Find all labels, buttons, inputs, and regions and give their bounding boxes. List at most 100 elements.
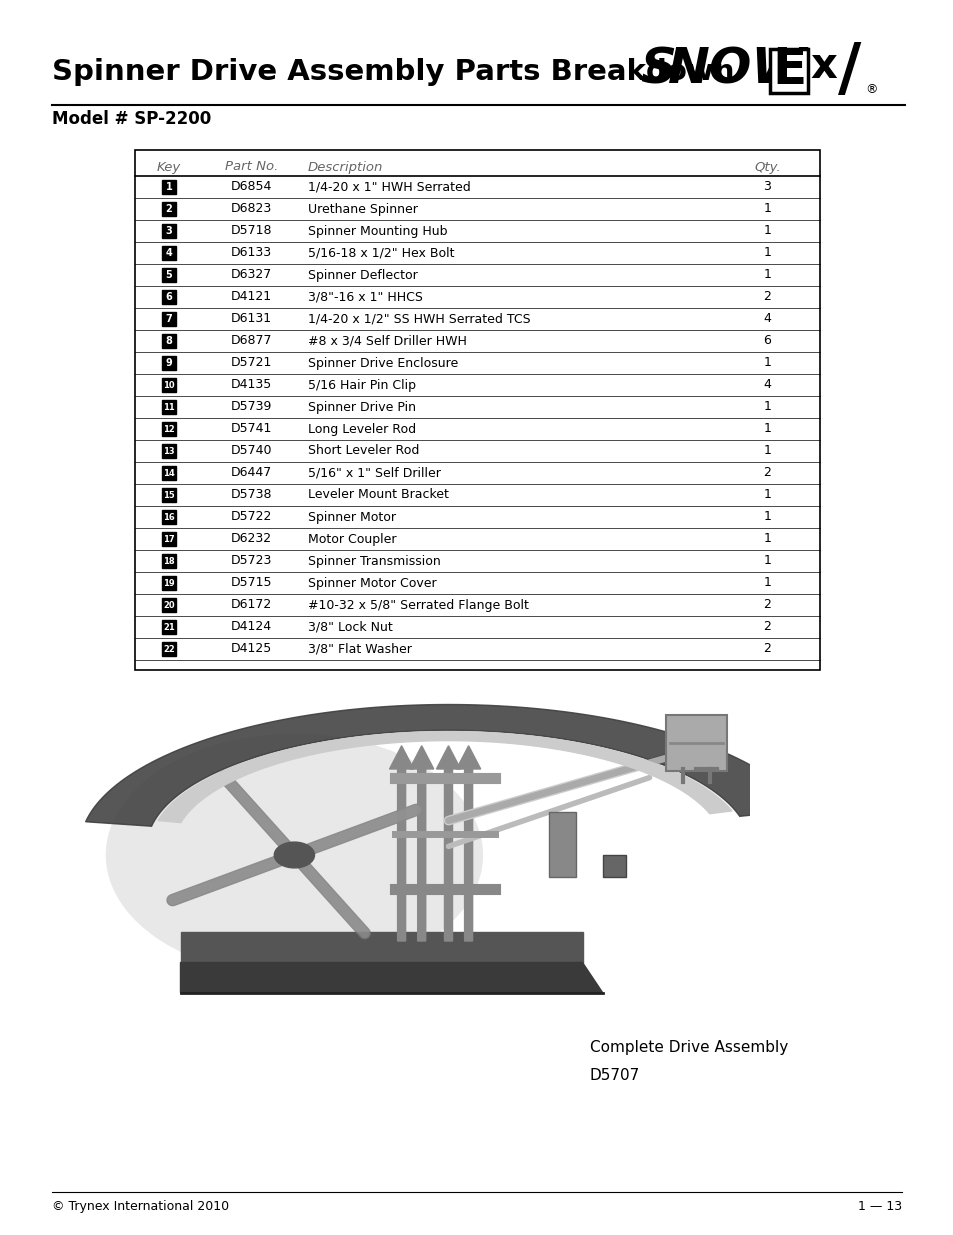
Text: D6172: D6172 xyxy=(231,599,272,611)
Text: 10: 10 xyxy=(163,380,174,389)
Text: Spinner Drive Pin: Spinner Drive Pin xyxy=(308,400,416,414)
Text: Description: Description xyxy=(308,161,383,173)
Bar xyxy=(548,811,576,877)
Text: Spinner Deflector: Spinner Deflector xyxy=(308,268,417,282)
Polygon shape xyxy=(158,731,731,823)
Text: Spinner Mounting Hub: Spinner Mounting Hub xyxy=(308,225,447,237)
Text: Spinner Motor: Spinner Motor xyxy=(308,510,395,524)
Text: 15: 15 xyxy=(163,490,174,499)
Text: Spinner Motor Cover: Spinner Motor Cover xyxy=(308,577,436,589)
Bar xyxy=(162,642,176,656)
Text: Spinner Drive Assembly Parts Breakdown: Spinner Drive Assembly Parts Breakdown xyxy=(52,58,734,86)
Text: 1: 1 xyxy=(762,268,771,282)
Bar xyxy=(162,443,176,458)
Text: D6327: D6327 xyxy=(231,268,272,282)
Text: 6: 6 xyxy=(166,291,172,303)
Text: 6: 6 xyxy=(762,335,771,347)
Text: 2: 2 xyxy=(762,620,771,634)
Bar xyxy=(162,268,176,282)
Text: Complete Drive Assembly: Complete Drive Assembly xyxy=(589,1040,787,1055)
Text: 12: 12 xyxy=(163,425,174,433)
Text: 16: 16 xyxy=(163,513,174,521)
Text: Qty.: Qty. xyxy=(753,161,781,173)
Text: 1: 1 xyxy=(762,357,771,369)
Text: 2: 2 xyxy=(762,599,771,611)
Text: 1: 1 xyxy=(762,555,771,568)
Bar xyxy=(769,49,807,93)
Text: D4121: D4121 xyxy=(231,290,272,304)
Bar xyxy=(135,149,820,671)
Text: Part No.: Part No. xyxy=(225,161,278,173)
Bar xyxy=(602,855,625,877)
FancyArrow shape xyxy=(389,746,414,941)
Text: Motor Coupler: Motor Coupler xyxy=(308,532,396,546)
Text: D5739: D5739 xyxy=(231,400,272,414)
Text: x: x xyxy=(809,44,836,86)
Bar xyxy=(162,224,176,238)
Bar xyxy=(162,378,176,393)
Text: #10-32 x 5/8" Serrated Flange Bolt: #10-32 x 5/8" Serrated Flange Bolt xyxy=(308,599,528,611)
Text: D6232: D6232 xyxy=(231,532,272,546)
Bar xyxy=(162,246,176,261)
Text: 2: 2 xyxy=(762,642,771,656)
Bar xyxy=(162,290,176,304)
Text: E: E xyxy=(771,46,805,94)
Text: D6877: D6877 xyxy=(231,335,272,347)
FancyArrow shape xyxy=(456,746,480,941)
Text: Short Leveler Rod: Short Leveler Rod xyxy=(308,445,419,457)
Text: 20: 20 xyxy=(163,600,174,610)
FancyBboxPatch shape xyxy=(665,715,726,771)
Text: 1: 1 xyxy=(762,247,771,259)
Text: 9: 9 xyxy=(166,358,172,368)
Bar xyxy=(162,620,176,634)
Text: 13: 13 xyxy=(163,447,174,456)
Bar xyxy=(162,598,176,613)
Text: 2: 2 xyxy=(762,467,771,479)
Text: 3: 3 xyxy=(166,226,172,236)
Text: D5718: D5718 xyxy=(231,225,272,237)
Text: 1: 1 xyxy=(762,510,771,524)
Text: Model # SP-2200: Model # SP-2200 xyxy=(52,110,211,128)
Text: D4124: D4124 xyxy=(231,620,272,634)
Text: 1: 1 xyxy=(762,577,771,589)
Text: 4: 4 xyxy=(762,378,771,391)
Text: 1: 1 xyxy=(762,400,771,414)
Bar xyxy=(162,576,176,590)
Circle shape xyxy=(107,735,481,976)
Bar xyxy=(162,510,176,524)
Text: Leveler Mount Bracket: Leveler Mount Bracket xyxy=(308,489,449,501)
FancyArrow shape xyxy=(436,746,460,941)
Bar xyxy=(162,422,176,436)
Text: 8: 8 xyxy=(166,336,172,346)
Text: 3/8"-16 x 1" HHCS: 3/8"-16 x 1" HHCS xyxy=(308,290,422,304)
Text: Urethane Spinner: Urethane Spinner xyxy=(308,203,417,215)
Text: D5738: D5738 xyxy=(231,489,272,501)
Text: 4: 4 xyxy=(166,248,172,258)
Text: NOW: NOW xyxy=(667,44,806,93)
Bar xyxy=(162,400,176,414)
Polygon shape xyxy=(86,704,803,826)
Polygon shape xyxy=(180,932,582,962)
Text: #8 x 3/4 Self Driller HWH: #8 x 3/4 Self Driller HWH xyxy=(308,335,466,347)
Text: 1: 1 xyxy=(762,422,771,436)
Bar xyxy=(162,312,176,326)
Text: D5723: D5723 xyxy=(231,555,272,568)
Text: 17: 17 xyxy=(163,535,174,543)
Bar xyxy=(162,356,176,370)
Text: D5707: D5707 xyxy=(589,1068,639,1083)
Text: ®: ® xyxy=(864,83,877,96)
Text: D4125: D4125 xyxy=(231,642,272,656)
Text: 1: 1 xyxy=(762,225,771,237)
Text: 3/8" Flat Washer: 3/8" Flat Washer xyxy=(308,642,412,656)
Text: © Trynex International 2010: © Trynex International 2010 xyxy=(52,1200,229,1213)
Text: D6854: D6854 xyxy=(231,180,272,194)
Text: 21: 21 xyxy=(163,622,174,631)
Text: D6823: D6823 xyxy=(231,203,272,215)
Text: 22: 22 xyxy=(163,645,174,653)
Text: 5/16 Hair Pin Clip: 5/16 Hair Pin Clip xyxy=(308,378,416,391)
Text: 2: 2 xyxy=(166,204,172,214)
Text: 3: 3 xyxy=(762,180,771,194)
Text: 1/4-20 x 1" HWH Serrated: 1/4-20 x 1" HWH Serrated xyxy=(308,180,470,194)
Bar xyxy=(162,488,176,503)
Text: 18: 18 xyxy=(163,557,174,566)
